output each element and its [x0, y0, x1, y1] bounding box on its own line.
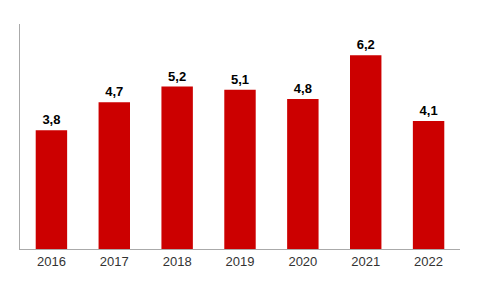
svg-text:2021: 2021 — [351, 254, 380, 269]
svg-text:4,1: 4,1 — [420, 103, 438, 118]
svg-text:3,8: 3,8 — [42, 112, 60, 127]
svg-text:6,2: 6,2 — [357, 37, 375, 52]
svg-text:2019: 2019 — [226, 254, 255, 269]
svg-text:4,8: 4,8 — [294, 81, 312, 96]
svg-text:5,2: 5,2 — [168, 69, 186, 84]
svg-text:2018: 2018 — [163, 254, 192, 269]
svg-text:5,1: 5,1 — [231, 72, 249, 87]
svg-text:4,7: 4,7 — [105, 84, 123, 99]
svg-text:2020: 2020 — [288, 254, 317, 269]
svg-text:2017: 2017 — [100, 254, 129, 269]
svg-text:2022: 2022 — [414, 254, 443, 269]
svg-text:2016: 2016 — [37, 254, 66, 269]
